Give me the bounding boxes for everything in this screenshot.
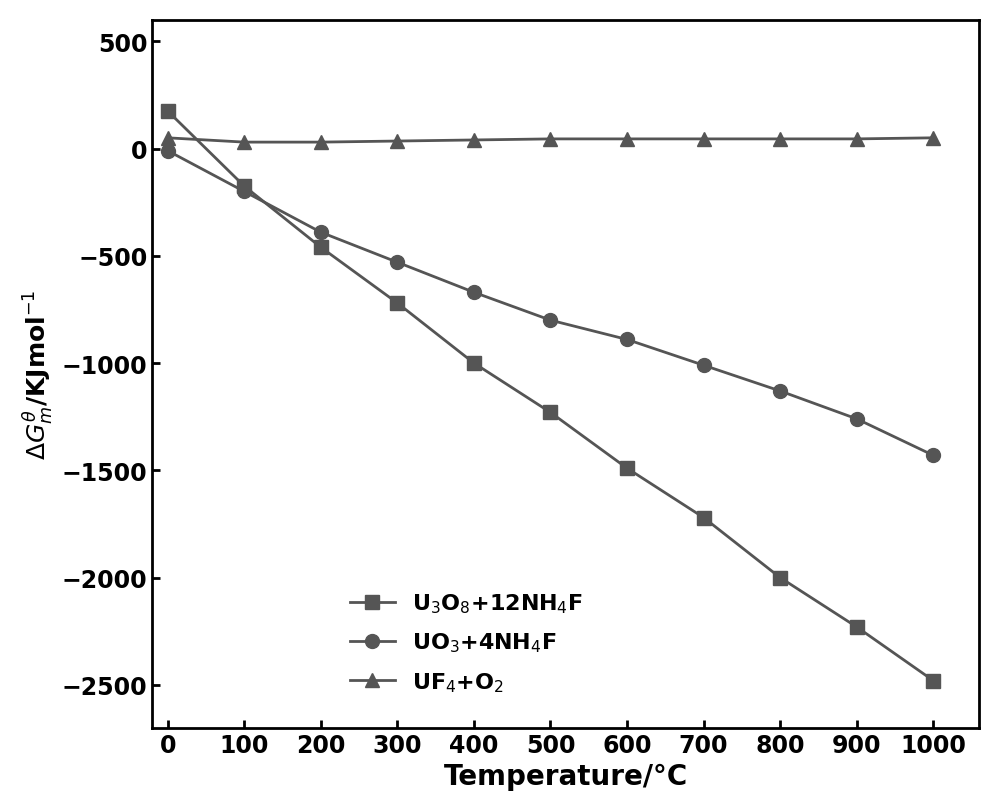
Legend: U$_3$O$_8$+12NH$_4$F, UO$_3$+4NH$_4$F, UF$_4$+O$_2$: U$_3$O$_8$+12NH$_4$F, UO$_3$+4NH$_4$F, U… [341,583,592,702]
U$_3$O$_8$+12NH$_4$F [162,107,174,117]
UO$_3$+4NH$_4$F [544,316,556,326]
Line: UO$_3$+4NH$_4$F: UO$_3$+4NH$_4$F [161,144,940,463]
UO$_3$+4NH$_4$F [162,147,174,157]
UF$_4$+O$_2$ [698,135,710,144]
UF$_4$+O$_2$ [162,134,174,144]
UO$_3$+4NH$_4$F [468,288,480,298]
UO$_3$+4NH$_4$F [698,361,710,371]
UO$_3$+4NH$_4$F [927,451,939,461]
UF$_4$+O$_2$ [774,135,786,144]
UO$_3$+4NH$_4$F [391,258,403,268]
U$_3$O$_8$+12NH$_4$F [698,513,710,523]
UF$_4$+O$_2$ [391,137,403,147]
UO$_3$+4NH$_4$F [851,414,863,424]
X-axis label: Temperature/°C: Temperature/°C [444,762,688,790]
UF$_4$+O$_2$ [468,136,480,146]
UF$_4$+O$_2$ [851,135,863,144]
UF$_4$+O$_2$ [621,135,633,144]
UO$_3$+4NH$_4$F [774,387,786,397]
U$_3$O$_8$+12NH$_4$F [315,243,327,253]
UO$_3$+4NH$_4$F [315,228,327,238]
U$_3$O$_8$+12NH$_4$F [927,676,939,685]
UO$_3$+4NH$_4$F [621,335,633,345]
U$_3$O$_8$+12NH$_4$F [391,298,403,308]
Line: UF$_4$+O$_2$: UF$_4$+O$_2$ [161,131,940,150]
UF$_4$+O$_2$ [315,138,327,148]
U$_3$O$_8$+12NH$_4$F [238,182,250,191]
Line: U$_3$O$_8$+12NH$_4$F: U$_3$O$_8$+12NH$_4$F [161,105,940,688]
UF$_4$+O$_2$ [544,135,556,144]
U$_3$O$_8$+12NH$_4$F [468,358,480,368]
U$_3$O$_8$+12NH$_4$F [774,573,786,583]
UF$_4$+O$_2$ [238,138,250,148]
UF$_4$+O$_2$ [927,134,939,144]
Y-axis label: $\Delta G^{\theta}_{m}$/KJmol$^{-1}$: $\Delta G^{\theta}_{m}$/KJmol$^{-1}$ [21,290,56,459]
U$_3$O$_8$+12NH$_4$F [851,622,863,632]
UO$_3$+4NH$_4$F [238,187,250,197]
U$_3$O$_8$+12NH$_4$F [621,464,633,474]
U$_3$O$_8$+12NH$_4$F [544,408,556,418]
